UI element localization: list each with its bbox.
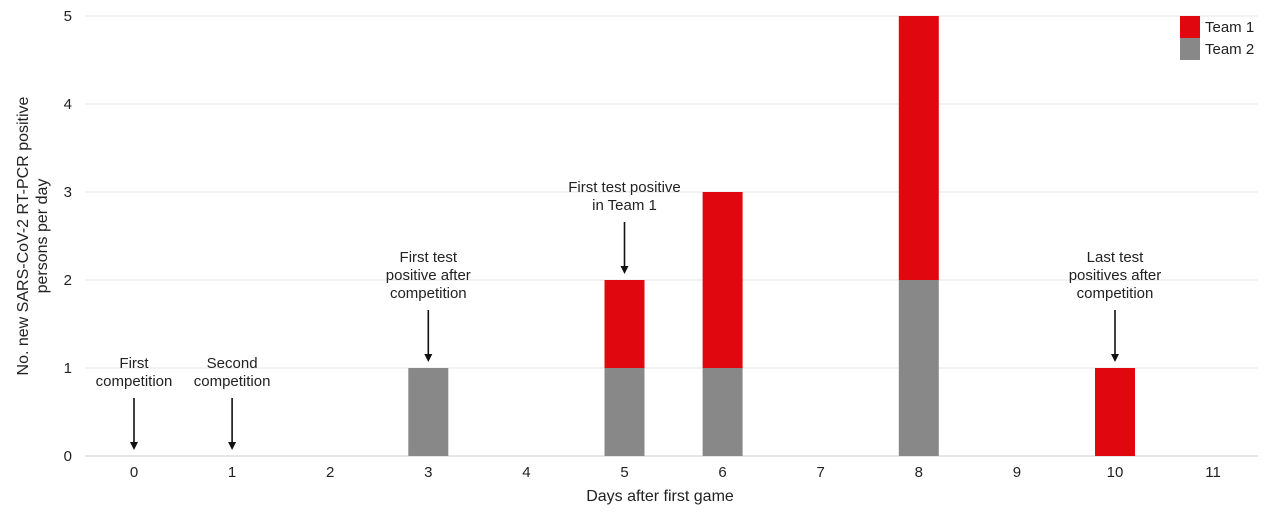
annotation-text: competition bbox=[1077, 285, 1154, 302]
annotation-text: First test bbox=[400, 249, 458, 266]
legend-item-team-1: Team 1 bbox=[1180, 16, 1254, 38]
x-tick-label: 9 bbox=[1013, 464, 1021, 481]
annotation-text: positives after bbox=[1069, 267, 1162, 284]
y-tick-label: 0 bbox=[64, 448, 72, 465]
y-axis-ticks: 0 1 2 3 4 5 bbox=[64, 8, 72, 465]
annotation-text: Last test bbox=[1087, 249, 1145, 266]
x-tick-label: 2 bbox=[326, 464, 334, 481]
legend-label: Team 1 bbox=[1205, 19, 1254, 36]
bar-team-2-day-5 bbox=[604, 368, 645, 456]
legend-swatch bbox=[1180, 16, 1200, 38]
y-tick-label: 3 bbox=[64, 184, 72, 201]
bar-team-1-day-10 bbox=[1095, 368, 1135, 456]
bars bbox=[408, 16, 1135, 456]
x-axis-label: Days after first game bbox=[586, 488, 734, 505]
x-tick-label: 10 bbox=[1107, 464, 1124, 481]
x-tick-label: 1 bbox=[228, 464, 236, 481]
bar-team-2-day-8 bbox=[898, 280, 939, 456]
grid-lines bbox=[85, 15, 1258, 457]
x-tick-label: 4 bbox=[522, 464, 530, 481]
bar-team-1-day-5 bbox=[604, 280, 645, 368]
x-axis-ticks: 0 1 2 3 4 5 6 7 8 9 10 11 bbox=[130, 464, 1221, 481]
legend: Team 1 Team 2 bbox=[1180, 16, 1254, 60]
bar-team-2-day-6 bbox=[702, 368, 743, 456]
y-tick-label: 2 bbox=[64, 272, 72, 289]
bar-team-2-day-3 bbox=[408, 368, 449, 456]
x-tick-label: 7 bbox=[817, 464, 825, 481]
annotation-text: competition bbox=[96, 373, 173, 390]
y-tick-label: 4 bbox=[64, 96, 72, 113]
y-tick-label: 5 bbox=[64, 8, 72, 25]
annotation-text: First bbox=[119, 355, 149, 372]
annotation-arrow-head bbox=[130, 442, 138, 450]
bar-team-1-day-6 bbox=[702, 192, 743, 368]
annotation-text: Second bbox=[207, 355, 258, 372]
x-tick-label: 8 bbox=[915, 464, 923, 481]
annotation-arrow-head bbox=[424, 354, 433, 362]
bar-team-1-day-8 bbox=[898, 16, 939, 280]
annotation-text: positive after bbox=[386, 267, 471, 284]
legend-item-team-2: Team 2 bbox=[1180, 38, 1254, 60]
annotation-arrow-head bbox=[228, 442, 237, 450]
x-tick-label: 0 bbox=[130, 464, 138, 481]
annotation-text: First test positive bbox=[568, 179, 681, 196]
annotation-arrow-head bbox=[1111, 354, 1119, 362]
x-tick-label: 3 bbox=[424, 464, 432, 481]
x-tick-label: 11 bbox=[1205, 464, 1221, 481]
annotation-text: in Team 1 bbox=[592, 197, 657, 214]
x-tick-label: 6 bbox=[718, 464, 726, 481]
annotation-text: competition bbox=[194, 373, 271, 390]
x-tick-label: 5 bbox=[620, 464, 628, 481]
legend-label: Team 2 bbox=[1205, 41, 1254, 58]
annotation-text: competition bbox=[390, 285, 467, 302]
y-tick-label: 1 bbox=[64, 360, 72, 377]
annotation-arrow-head bbox=[620, 266, 629, 274]
y-axis-label: No. new SARS-CoV-2 RT-PCR positive person… bbox=[15, 96, 51, 375]
legend-swatch bbox=[1180, 38, 1200, 60]
